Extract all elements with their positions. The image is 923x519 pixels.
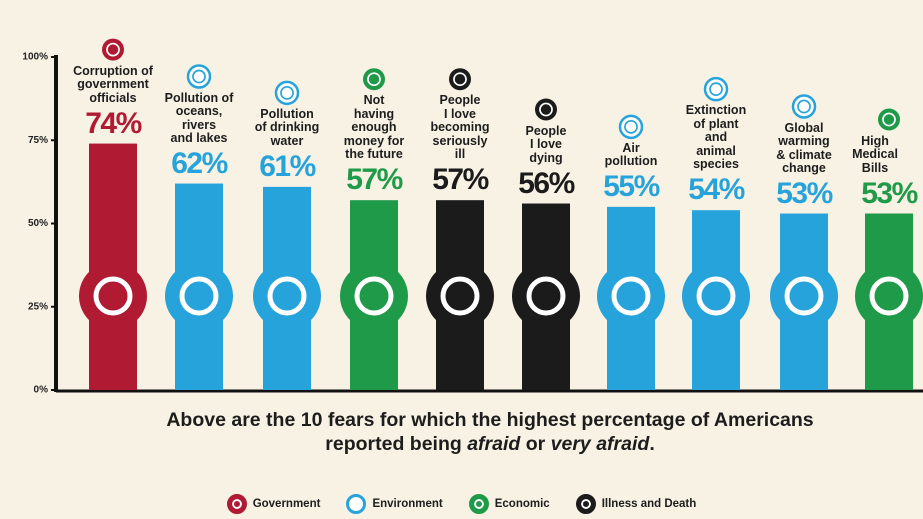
legend-swatch [226, 494, 247, 514]
bar-icon-glyph [784, 276, 824, 316]
note-text: Above are the 10 fears for which the hig… [166, 409, 814, 455]
icon-glyph [797, 99, 811, 114]
value-label: 54% [688, 173, 745, 207]
bar-icon-glyph [869, 276, 909, 316]
note-emphasis: afraid [467, 433, 521, 455]
icon [363, 68, 385, 91]
category-label: People I love becoming seriously ill [430, 93, 490, 162]
bar-icon [682, 262, 750, 330]
value-label: 55% [603, 169, 660, 203]
category-label: Not having enough money for the future [343, 93, 405, 162]
y-tick-label: 50% [28, 218, 48, 229]
value-label: 53% [776, 176, 833, 210]
category-label: People I love dying [525, 123, 567, 165]
bar-icon [597, 262, 665, 330]
legend-label: Environment [372, 498, 443, 510]
icon [703, 76, 729, 102]
note-emphasis: very afraid [550, 433, 650, 455]
icon [618, 114, 644, 140]
icon-glyph [539, 102, 553, 117]
icon [186, 64, 212, 89]
legend-label: Government [252, 498, 321, 510]
bar-icon-glyph [611, 276, 651, 316]
bar-icon-glyph [179, 276, 219, 316]
icon [274, 80, 300, 106]
legend-item: Illness and Death [575, 494, 697, 514]
category-label: High Medical Bills [852, 133, 898, 175]
y-tick-label: 0% [34, 385, 49, 396]
category-label: Global warming & climate change [776, 120, 832, 175]
legend-item: Environment [346, 494, 443, 514]
icon [102, 38, 124, 61]
icon-glyph [709, 82, 723, 97]
icon [535, 98, 557, 121]
bar-icon [253, 262, 321, 330]
legend-swatch [468, 494, 489, 514]
footnote: Above are the 10 fears for which the hig… [140, 408, 840, 456]
category-label: Pollution of oceans, rivers and lakes [164, 90, 234, 146]
value-label: 57% [432, 163, 489, 197]
value-label: 61% [259, 149, 316, 183]
bar-icon [79, 262, 147, 330]
bar-icon [340, 262, 408, 330]
category-label: Corruption of government officials [73, 63, 153, 105]
bar-icon-glyph [354, 276, 394, 316]
note-text: . [649, 433, 655, 455]
legend-label: Economic [494, 498, 550, 510]
legend-label: Illness and Death [601, 498, 697, 510]
bar-icon-glyph [440, 276, 480, 316]
bar-icon [770, 262, 838, 330]
icon [878, 108, 900, 131]
category-label: Air pollution [604, 140, 658, 169]
icon-glyph [624, 119, 638, 134]
icon-glyph [367, 72, 381, 87]
bar-icon [165, 262, 233, 330]
value-label: 56% [518, 166, 575, 200]
bar-icon [855, 262, 923, 330]
legend-swatch [575, 494, 596, 514]
legend-item: Government [226, 494, 321, 514]
icon-glyph [192, 69, 206, 84]
bar-icon-glyph [526, 276, 566, 316]
legend-item: Economic [468, 494, 550, 514]
icon-glyph [453, 72, 467, 87]
value-label: 74% [85, 106, 142, 140]
bar-icon-glyph [267, 276, 307, 316]
icon-glyph [106, 42, 120, 57]
y-tick-label: 75% [28, 135, 48, 146]
bar-icon-glyph [93, 276, 133, 316]
bar-icon-glyph [696, 276, 736, 316]
icon [791, 94, 817, 119]
legend: Government Environment Economic Illness and… [0, 494, 923, 514]
icon-glyph [280, 85, 294, 100]
category-label: Pollution of drinking water [254, 106, 320, 148]
icon-glyph [882, 112, 896, 127]
value-label: 57% [346, 163, 403, 197]
bar-icon [512, 262, 580, 330]
y-tick-label: 100% [22, 52, 48, 63]
icon [449, 68, 471, 91]
note-text: or [520, 433, 551, 455]
y-tick-label: 25% [28, 301, 48, 312]
legend-swatch [346, 494, 367, 514]
value-label: 62% [171, 146, 228, 180]
value-label: 53% [861, 176, 918, 210]
bar-icon [426, 262, 494, 330]
category-label: Extinction of plant and animal species [685, 103, 747, 172]
